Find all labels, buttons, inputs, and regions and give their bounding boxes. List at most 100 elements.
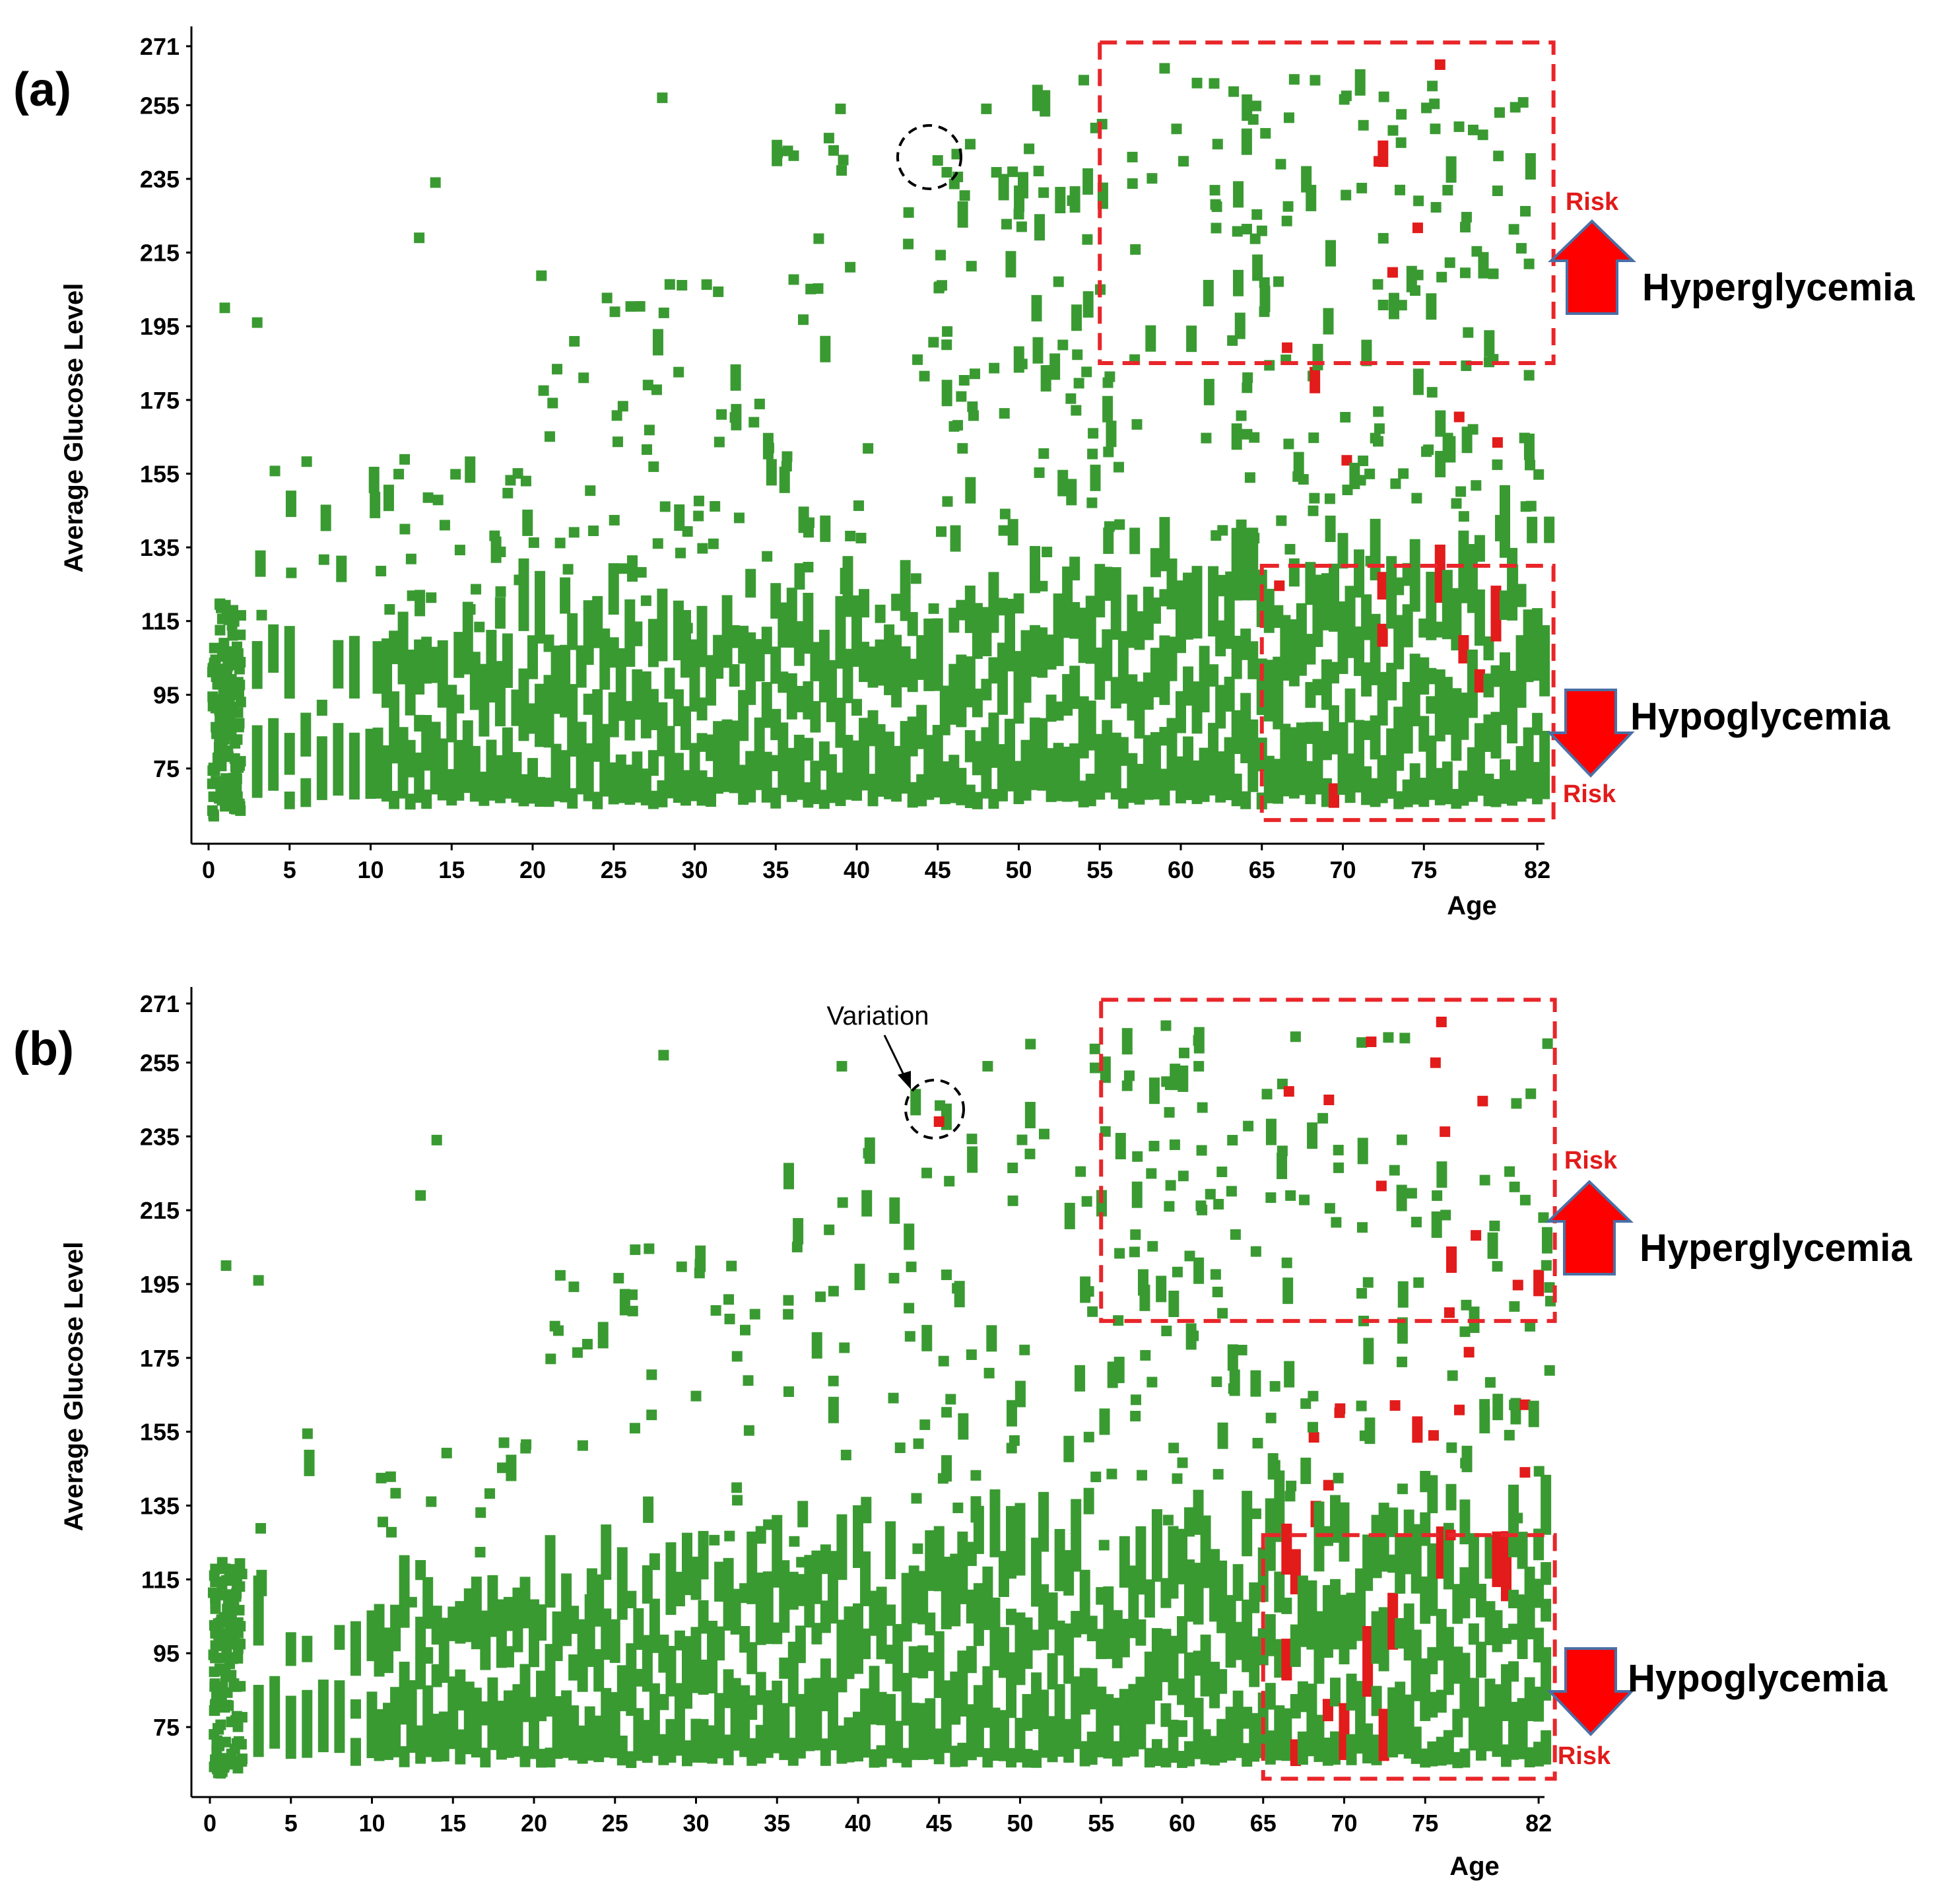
data-point bbox=[422, 1577, 434, 1629]
risk-point bbox=[1366, 1037, 1377, 1048]
data-point bbox=[657, 92, 668, 104]
data-point bbox=[1249, 1713, 1260, 1762]
data-point bbox=[1236, 1344, 1247, 1355]
data-point bbox=[923, 618, 935, 691]
data-point bbox=[1508, 1623, 1519, 1640]
risk-point bbox=[1533, 1270, 1544, 1297]
data-point bbox=[1410, 285, 1421, 296]
data-point bbox=[349, 636, 360, 699]
data-point bbox=[761, 751, 772, 803]
data-point bbox=[938, 1355, 949, 1367]
data-point bbox=[747, 1695, 758, 1720]
data-point bbox=[1231, 635, 1242, 679]
data-point bbox=[1083, 1487, 1094, 1514]
data-point bbox=[1086, 1668, 1098, 1710]
data-point bbox=[285, 1695, 296, 1759]
data-point bbox=[950, 525, 961, 552]
data-point bbox=[891, 594, 902, 611]
data-point bbox=[1053, 276, 1064, 287]
risk-point bbox=[1310, 366, 1321, 393]
panel-b-hypo-arrow-icon bbox=[1546, 1647, 1635, 1736]
data-point bbox=[438, 1711, 449, 1762]
x-tick-label: 10 bbox=[358, 1810, 385, 1837]
data-point bbox=[1113, 1315, 1124, 1326]
data-point bbox=[1426, 696, 1437, 714]
data-point bbox=[1129, 1246, 1140, 1258]
data-point bbox=[889, 1197, 900, 1224]
data-point bbox=[1086, 1731, 1098, 1765]
data-point bbox=[651, 384, 662, 395]
data-point bbox=[907, 612, 918, 636]
data-point bbox=[1339, 94, 1350, 105]
data-point bbox=[1071, 405, 1082, 416]
data-point bbox=[1435, 410, 1446, 437]
data-point bbox=[521, 1439, 532, 1450]
data-point bbox=[1427, 1691, 1438, 1718]
data-point bbox=[1265, 1412, 1277, 1423]
data-point bbox=[1247, 114, 1259, 125]
data-point bbox=[1233, 181, 1244, 208]
data-point bbox=[1200, 1515, 1211, 1588]
data-point bbox=[729, 412, 741, 423]
y-tick-label: 255 bbox=[140, 1049, 180, 1076]
data-point bbox=[1066, 479, 1077, 506]
data-point bbox=[1088, 428, 1099, 439]
data-point bbox=[441, 1447, 452, 1458]
data-point bbox=[1119, 1618, 1130, 1658]
data-point bbox=[1184, 1652, 1195, 1717]
data-point bbox=[793, 621, 805, 666]
data-point bbox=[1411, 493, 1422, 504]
data-point bbox=[935, 250, 946, 261]
data-point bbox=[431, 1134, 442, 1145]
panel-label-a: (a) bbox=[13, 63, 71, 116]
data-point bbox=[1370, 518, 1381, 581]
data-point bbox=[1533, 1466, 1544, 1477]
data-point bbox=[1096, 1190, 1108, 1217]
data-point bbox=[673, 366, 684, 378]
data-point bbox=[1393, 706, 1405, 771]
data-point bbox=[1005, 1748, 1016, 1768]
data-point bbox=[1411, 1629, 1422, 1701]
data-point bbox=[665, 1718, 677, 1763]
data-point bbox=[1031, 294, 1042, 322]
data-point bbox=[512, 468, 523, 479]
data-point bbox=[1308, 505, 1319, 516]
data-point bbox=[220, 651, 231, 662]
data-point bbox=[875, 639, 886, 686]
data-point bbox=[934, 281, 945, 292]
data-point bbox=[1525, 1320, 1536, 1332]
data-point bbox=[1263, 755, 1275, 803]
data-point bbox=[1459, 1567, 1471, 1619]
data-point bbox=[1329, 1579, 1341, 1650]
data-point bbox=[1374, 423, 1385, 434]
data-point bbox=[1492, 1684, 1503, 1757]
data-point bbox=[1006, 1400, 1017, 1427]
data-point bbox=[643, 1496, 654, 1523]
data-point bbox=[269, 465, 281, 477]
panel-a-highlight-circle bbox=[896, 124, 962, 190]
data-point bbox=[1117, 788, 1129, 809]
data-point bbox=[986, 1325, 997, 1352]
data-point bbox=[584, 1706, 595, 1761]
data-point bbox=[910, 573, 921, 584]
x-tick-label: 70 bbox=[1331, 1810, 1357, 1837]
data-point bbox=[845, 530, 856, 541]
x-tick-label: 20 bbox=[519, 856, 546, 883]
data-point bbox=[1346, 1734, 1357, 1765]
data-point bbox=[421, 714, 432, 771]
data-point bbox=[1022, 1617, 1033, 1669]
data-point bbox=[1539, 625, 1550, 697]
data-point bbox=[968, 410, 979, 421]
data-point bbox=[1418, 657, 1430, 695]
data-point bbox=[1169, 1139, 1180, 1150]
data-point bbox=[936, 526, 947, 537]
data-point bbox=[222, 751, 234, 763]
data-point bbox=[973, 1685, 984, 1757]
data-point bbox=[724, 1313, 735, 1324]
data-point bbox=[1333, 1145, 1344, 1156]
data-point bbox=[1177, 1615, 1187, 1654]
data-point bbox=[957, 1742, 968, 1767]
data-point bbox=[422, 1685, 434, 1757]
data-point bbox=[1216, 1669, 1228, 1694]
